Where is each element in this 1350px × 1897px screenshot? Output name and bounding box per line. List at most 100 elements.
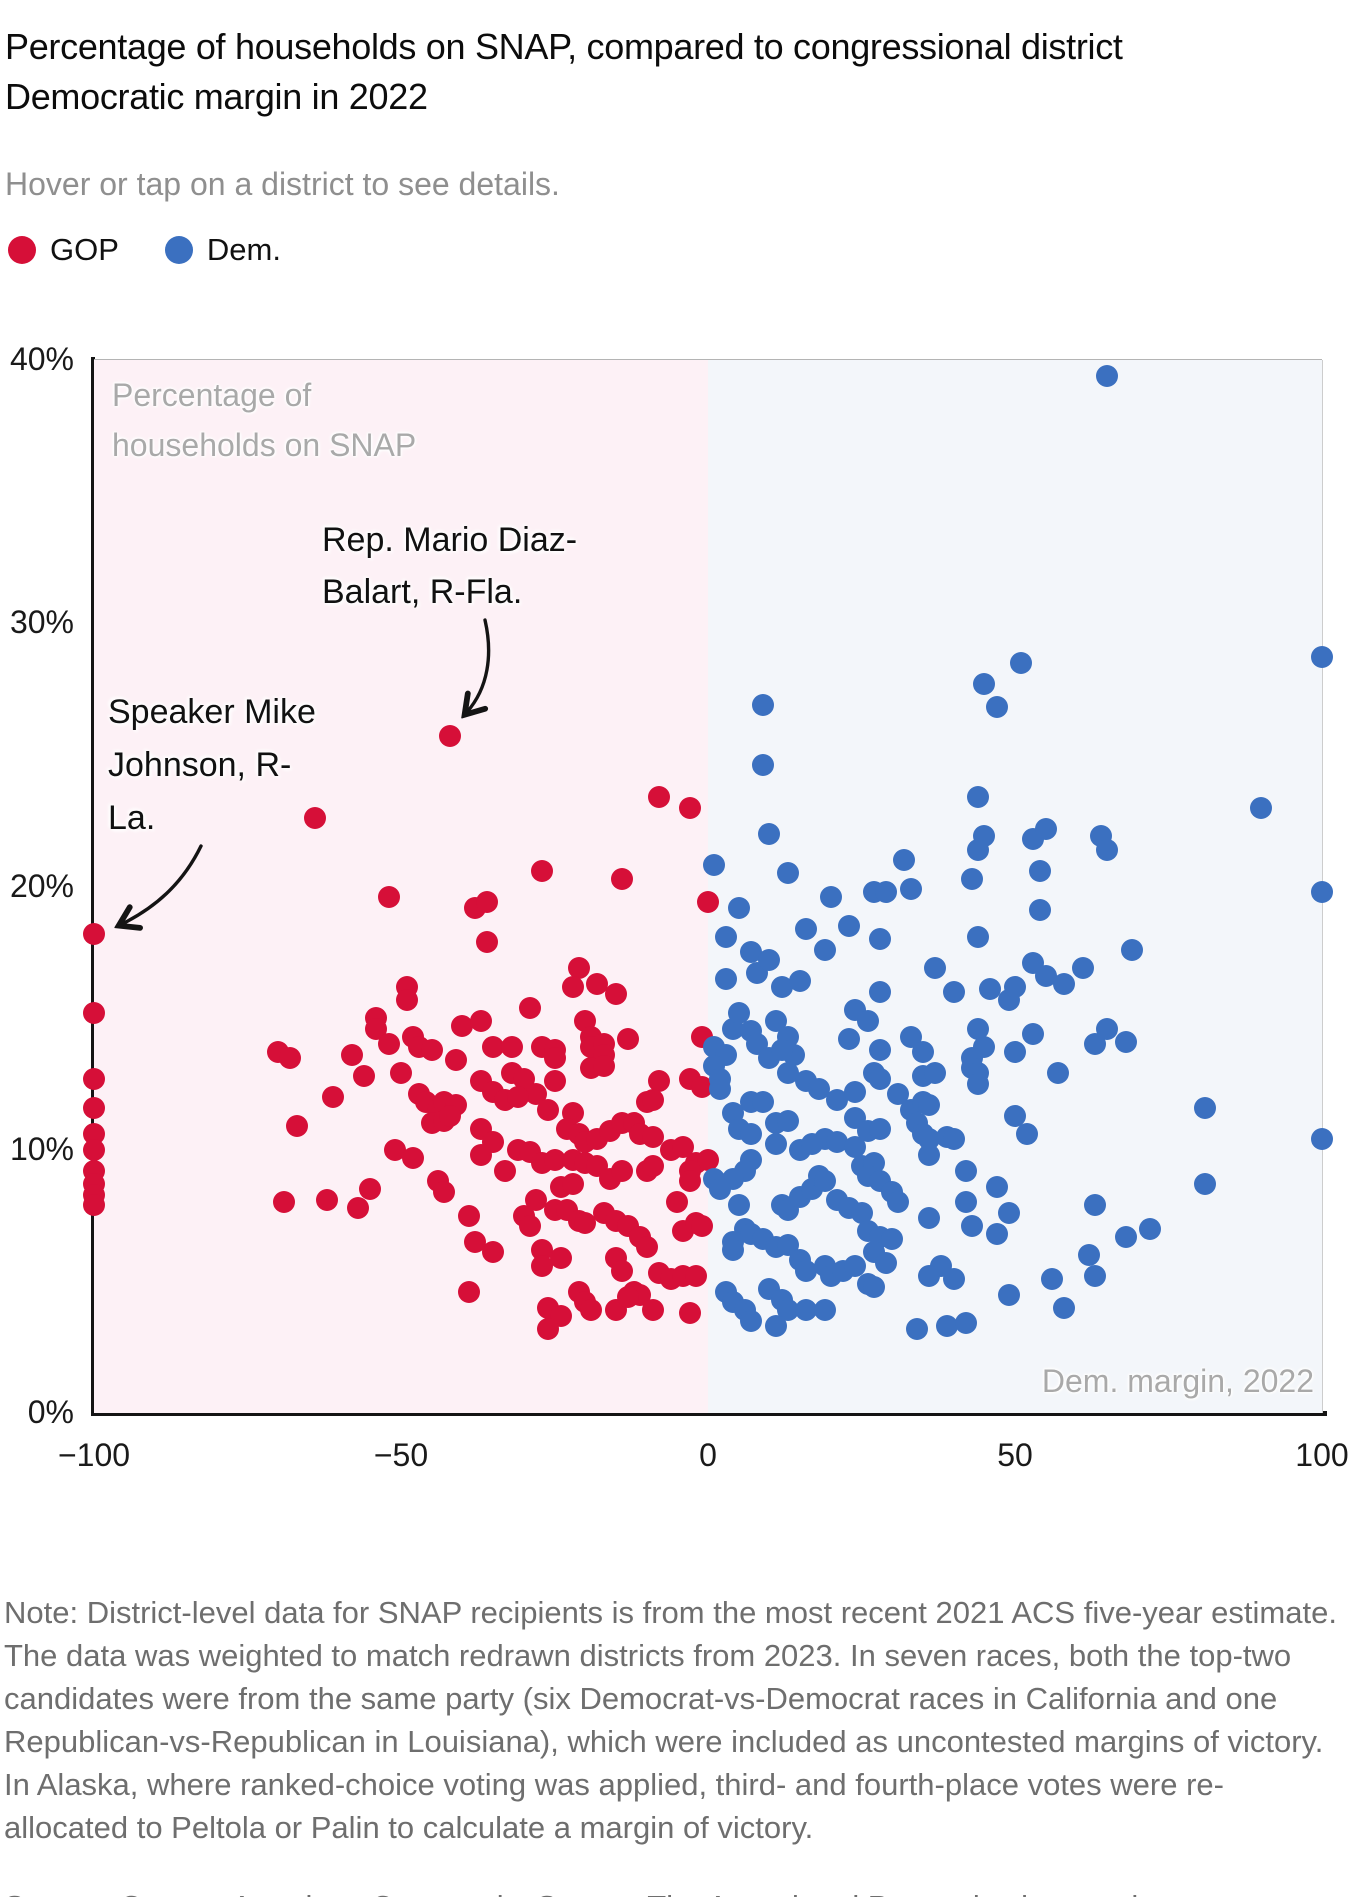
data-point-dem[interactable] [819, 886, 842, 909]
data-point-gop[interactable] [420, 1038, 443, 1061]
data-point-dem[interactable] [739, 1309, 762, 1332]
data-point-dem[interactable] [801, 1133, 824, 1156]
data-point-gop[interactable] [83, 1194, 105, 1217]
legend-item-dem[interactable]: Dem. [164, 232, 281, 268]
data-point-dem[interactable] [979, 978, 1002, 1001]
data-point-dem[interactable] [868, 980, 891, 1003]
data-point-gop[interactable] [457, 1204, 480, 1227]
data-point-gop[interactable] [641, 1125, 664, 1148]
data-point-dem[interactable] [1053, 972, 1076, 995]
data-point-gop[interactable] [439, 725, 462, 748]
data-point-gop[interactable] [617, 1286, 640, 1309]
data-point-dem[interactable] [739, 941, 762, 964]
data-point-gop[interactable] [543, 1070, 566, 1093]
data-point-dem[interactable] [752, 1091, 775, 1114]
data-point-dem[interactable] [868, 1117, 891, 1140]
data-point-gop[interactable] [549, 1246, 572, 1269]
data-point-dem[interactable] [1096, 364, 1119, 387]
data-point-gop[interactable] [611, 1159, 634, 1182]
data-point-dem[interactable] [1034, 965, 1057, 987]
data-point-gop[interactable] [377, 886, 400, 909]
data-point-gop[interactable] [647, 1070, 670, 1093]
data-point-dem[interactable] [770, 1038, 793, 1061]
data-point-dem[interactable] [758, 949, 781, 972]
data-point-dem[interactable] [770, 975, 793, 998]
data-point-dem[interactable] [868, 1038, 891, 1061]
data-point-dem[interactable] [727, 896, 750, 919]
data-point-dem[interactable] [1034, 817, 1057, 840]
data-point-gop[interactable] [273, 1191, 296, 1214]
data-point-dem[interactable] [1040, 1267, 1063, 1290]
data-point-gop[interactable] [518, 996, 541, 1019]
data-point-gop[interactable] [383, 1138, 406, 1161]
data-point-dem[interactable] [942, 1267, 965, 1290]
data-point-gop[interactable] [678, 1170, 701, 1193]
data-point-dem[interactable] [703, 854, 726, 877]
data-point-dem[interactable] [758, 822, 781, 845]
data-point-dem[interactable] [1004, 1041, 1026, 1064]
data-point-dem[interactable] [850, 1201, 873, 1224]
data-point-dem[interactable] [1083, 1265, 1106, 1288]
data-point-dem[interactable] [1096, 838, 1119, 861]
data-point-dem[interactable] [924, 957, 947, 980]
data-point-dem[interactable] [1311, 646, 1333, 669]
data-point-gop[interactable] [390, 1062, 412, 1085]
data-point-gop[interactable] [641, 1154, 664, 1177]
data-point-dem[interactable] [776, 1062, 799, 1085]
data-point-dem[interactable] [893, 849, 916, 872]
data-point-gop[interactable] [690, 1215, 713, 1238]
data-point-gop[interactable] [592, 1054, 615, 1077]
data-point-gop[interactable] [580, 1299, 603, 1322]
data-point-dem[interactable] [911, 1041, 934, 1064]
data-point-dem[interactable] [844, 1254, 867, 1277]
data-point-dem[interactable] [973, 672, 996, 695]
data-point-dem[interactable] [1004, 1104, 1026, 1127]
data-point-gop[interactable] [678, 1301, 701, 1324]
data-point-gop[interactable] [531, 1254, 554, 1277]
data-point-gop[interactable] [83, 922, 105, 945]
data-point-dem[interactable] [1083, 1033, 1106, 1056]
data-point-dem[interactable] [887, 1191, 910, 1214]
data-point-dem[interactable] [752, 754, 775, 777]
data-point-gop[interactable] [543, 1149, 566, 1172]
data-point-dem[interactable] [868, 928, 891, 951]
data-point-dem[interactable] [985, 1222, 1008, 1245]
data-point-dem[interactable] [985, 696, 1008, 719]
data-point-dem[interactable] [709, 1178, 732, 1201]
data-point-gop[interactable] [500, 1036, 523, 1059]
data-point-gop[interactable] [561, 1172, 584, 1195]
data-point-dem[interactable] [942, 1128, 965, 1151]
data-point-dem[interactable] [727, 1001, 750, 1024]
data-point-gop[interactable] [617, 1028, 640, 1051]
data-point-dem[interactable] [961, 867, 984, 890]
data-point-dem[interactable] [813, 1299, 836, 1322]
data-point-dem[interactable] [739, 1122, 762, 1145]
data-point-gop[interactable] [457, 1280, 480, 1303]
data-point-gop[interactable] [684, 1265, 707, 1288]
legend-item-gop[interactable]: GOP [8, 232, 119, 268]
data-point-dem[interactable] [825, 1088, 848, 1111]
data-point-gop[interactable] [482, 1036, 505, 1059]
data-point-dem[interactable] [967, 785, 990, 808]
data-point-gop[interactable] [402, 1146, 425, 1169]
data-point-dem[interactable] [954, 1191, 977, 1214]
data-point-dem[interactable] [807, 1078, 830, 1101]
data-point-dem[interactable] [764, 1315, 787, 1338]
data-point-gop[interactable] [641, 1088, 664, 1111]
data-point-gop[interactable] [574, 1212, 597, 1235]
data-point-gop[interactable] [604, 983, 627, 1006]
data-point-gop[interactable] [285, 1115, 308, 1138]
data-point-gop[interactable] [611, 1259, 634, 1282]
data-point-dem[interactable] [776, 1109, 799, 1132]
data-point-gop[interactable] [697, 891, 719, 914]
data-point-dem[interactable] [1120, 938, 1143, 961]
data-point-dem[interactable] [1083, 1194, 1106, 1217]
data-point-dem[interactable] [1139, 1217, 1162, 1240]
data-point-gop[interactable] [482, 1241, 505, 1264]
data-point-gop[interactable] [396, 988, 419, 1011]
data-point-dem[interactable] [967, 925, 990, 948]
data-point-dem[interactable] [813, 1170, 836, 1193]
data-point-dem[interactable] [985, 1175, 1008, 1198]
data-point-dem[interactable] [899, 878, 922, 901]
data-point-gop[interactable] [537, 1099, 560, 1122]
